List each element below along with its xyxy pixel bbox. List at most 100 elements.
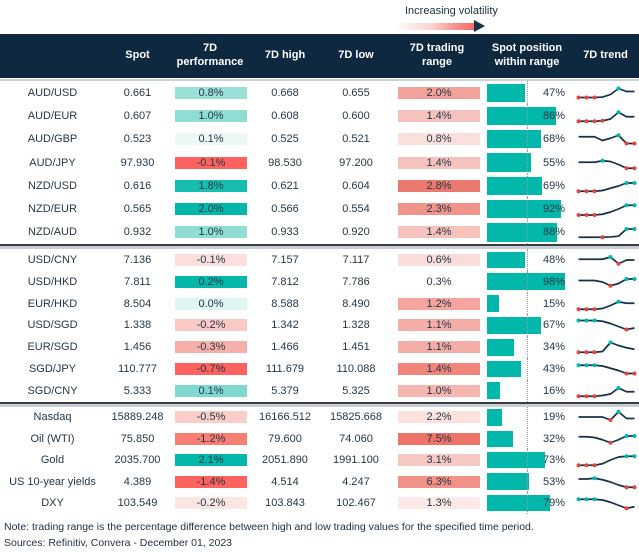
table-row[interactable]: AUD/USD 0.661 0.8% 0.668 0.655 2.0% 47% (0, 81, 639, 105)
position-percent-label: 67% (542, 319, 565, 332)
table-row[interactable]: EUR/HKD 8.504 0.0% 8.588 8.490 1.2% 15% (0, 292, 639, 315)
table-row[interactable]: AUD/GBP 0.523 0.1% 0.525 0.521 0.8% 68% (0, 127, 639, 151)
position-bar-track (487, 449, 567, 471)
table-row[interactable]: DXY 103.549 -0.2% 103.843 102.467 1.3% 7… (0, 492, 639, 514)
position-bar (487, 176, 543, 195)
trading-range-cell: 2.2% (398, 411, 480, 424)
spot-position-cell: 68% (482, 127, 572, 151)
performance-cell: -0.2% (175, 319, 247, 332)
instrument-label: Gold (40, 454, 65, 467)
table-row[interactable]: SGD/CNY 5.333 0.1% 5.379 5.325 1.0% 16% (0, 379, 639, 402)
performance-cell: 1.0% (175, 226, 247, 239)
table-row[interactable]: USD/CNY 7.136 -0.1% 7.157 7.117 0.6% 48% (0, 249, 639, 271)
low-value: 0.920 (342, 226, 370, 239)
position-bar (487, 273, 566, 291)
position-bar-track (487, 470, 567, 493)
high-value: 0.621 (271, 179, 299, 192)
position-bar-track (487, 150, 567, 175)
spot-value: 7.136 (123, 253, 152, 266)
low-value: 0.655 (342, 86, 370, 99)
low-value: 0.521 (342, 133, 370, 146)
position-percent-label: 32% (542, 432, 565, 445)
midpoint-dotted-line (527, 150, 528, 175)
table-row[interactable]: AUD/EUR 0.607 1.0% 0.608 0.600 1.4% 86% (0, 104, 639, 128)
table-row[interactable]: USD/HKD 7.811 0.2% 7.812 7.786 0.3% 98% (0, 270, 639, 293)
spot-position-cell: 19% (482, 406, 572, 429)
position-bar (487, 473, 530, 490)
performance-cell: -0.5% (175, 411, 247, 424)
position-bar-track (487, 197, 567, 221)
spot-value: 1.338 (123, 319, 152, 332)
trend-sparkline (572, 81, 639, 104)
performance-cell: 0.1% (175, 384, 247, 397)
position-bar (487, 130, 542, 149)
instrument-label: EUR/HKD (27, 297, 78, 310)
high-value: 0.933 (271, 226, 299, 239)
position-bar-track (487, 358, 567, 380)
trading-range-cell: 1.4% (398, 362, 480, 375)
trend-sparkline (572, 151, 639, 174)
midpoint-dotted-line (527, 292, 528, 315)
position-percent-label: 47% (542, 86, 565, 99)
position-bar (487, 451, 546, 469)
midpoint-dotted-line (527, 197, 528, 221)
position-bar (487, 430, 513, 447)
position-percent-label: 79% (542, 496, 565, 509)
trend-sparkline (572, 336, 639, 358)
position-bar (487, 106, 556, 126)
trend-sparkline (572, 428, 639, 449)
spot-value: 0.661 (123, 86, 152, 99)
position-percent-label: 88% (542, 226, 565, 239)
instrument-label: USD/SGD (27, 319, 78, 332)
position-bar-track (487, 127, 567, 151)
low-value: 102.467 (336, 496, 376, 509)
table-row[interactable]: USD/SGD 1.338 -0.2% 1.342 1.328 1.1% 67% (0, 314, 639, 337)
spot-value: 0.523 (123, 133, 152, 146)
performance-cell: 0.8% (175, 86, 247, 99)
low-value: 4.247 (342, 475, 370, 488)
midpoint-dotted-line (527, 127, 528, 151)
instrument-label: USD/CNY (27, 253, 78, 266)
trend-sparkline (572, 128, 639, 151)
instrument-label: AUD/USD (27, 86, 78, 99)
table-row[interactable]: US 10-year yields 4.389 -1.4% 4.514 4.24… (0, 470, 639, 493)
position-bar-track (487, 492, 567, 514)
position-percent-label: 43% (542, 362, 565, 375)
header-rule (0, 79, 639, 81)
table-row[interactable]: Oil (WTI) 75.850 -1.2% 79.600 74.060 7.5… (0, 428, 639, 450)
row-group: Nasdaq 15889.248 -0.5% 16166.512 15825.6… (0, 406, 639, 514)
high-value: 0.608 (271, 109, 299, 122)
spot-value: 103.549 (117, 496, 158, 509)
position-bar-track (487, 314, 567, 337)
midpoint-dotted-line (527, 81, 528, 105)
position-percent-label: 34% (542, 341, 565, 354)
spot-position-cell: 48% (482, 249, 572, 271)
row-group: AUD/USD 0.661 0.8% 0.668 0.655 2.0% 47% … (0, 81, 639, 245)
spot-value: 0.565 (123, 203, 152, 216)
high-value: 5.379 (271, 384, 299, 397)
instrument-label: Oil (WTI) (30, 432, 75, 445)
table-row[interactable]: Nasdaq 15889.248 -0.5% 16166.512 15825.6… (0, 406, 639, 429)
spot-position-cell: 86% (482, 104, 572, 128)
performance-cell: 2.0% (175, 203, 247, 216)
table-row[interactable]: EUR/SGD 1.456 -0.3% 1.466 1.451 1.1% 34% (0, 336, 639, 359)
header-7d-low: 7D low (338, 49, 374, 62)
position-bar-track (487, 292, 567, 315)
spot-value: 0.932 (123, 226, 152, 239)
table-row[interactable]: NZD/USD 0.616 1.8% 0.621 0.604 2.8% 69% (0, 174, 639, 198)
position-bar-track (487, 428, 567, 450)
position-percent-label: 69% (542, 179, 565, 192)
position-percent-label: 68% (542, 133, 565, 146)
trading-range-cell: 1.1% (398, 319, 480, 332)
table-row[interactable]: NZD/AUD 0.932 1.0% 0.933 0.920 1.4% 88% (0, 220, 639, 245)
high-value: 98.530 (268, 156, 302, 169)
table-row[interactable]: NZD/EUR 0.565 2.0% 0.566 0.554 2.3% 92% (0, 197, 639, 221)
low-value: 7.786 (342, 275, 370, 288)
table-row[interactable]: AUD/JPY 97.930 -0.1% 98.530 97.200 1.4% … (0, 150, 639, 175)
high-value: 2051.890 (262, 454, 308, 467)
position-bar (487, 199, 561, 219)
table-body: AUD/USD 0.661 0.8% 0.668 0.655 2.0% 47% … (0, 81, 639, 514)
table-row[interactable]: Gold 2035.700 2.1% 2051.890 1991.100 3.1… (0, 449, 639, 471)
table-row[interactable]: SGD/JPY 110.777 -0.7% 111.679 110.088 1.… (0, 358, 639, 380)
midpoint-dotted-line (527, 492, 528, 514)
